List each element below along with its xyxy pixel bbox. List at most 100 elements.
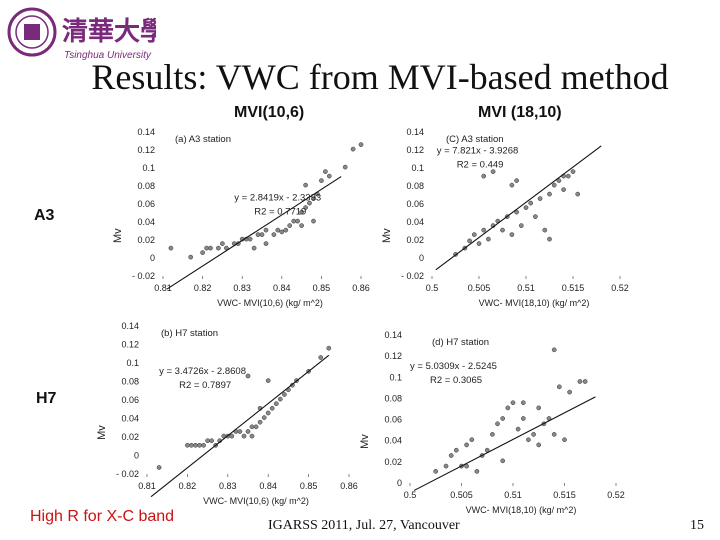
data-point bbox=[481, 227, 487, 233]
data-point bbox=[197, 442, 202, 448]
data-point bbox=[287, 223, 293, 228]
data-point bbox=[311, 218, 316, 224]
data-point bbox=[476, 241, 482, 246]
data-point bbox=[282, 392, 287, 397]
data-point bbox=[350, 146, 356, 152]
data-point bbox=[547, 236, 552, 242]
column-heading-mvi106: MVI(10,6) bbox=[234, 104, 305, 121]
y-axis-label: Mv bbox=[381, 228, 393, 243]
data-point bbox=[253, 424, 259, 430]
data-point bbox=[509, 232, 515, 237]
data-point bbox=[277, 396, 283, 402]
logo-chinese-name: 清華大學 bbox=[62, 16, 156, 46]
data-point bbox=[326, 173, 332, 179]
x-axis-label: VWC- MVI(18,10) (kg/ m^2) bbox=[466, 505, 577, 515]
data-point bbox=[245, 373, 251, 379]
y-tick-label: 0.14 bbox=[384, 330, 402, 340]
data-point bbox=[229, 433, 235, 439]
r-squared: R2 = 0.3065 bbox=[430, 375, 482, 386]
data-point bbox=[464, 442, 469, 448]
y-tick-label: 0 bbox=[134, 451, 139, 461]
trend-equation: y = 3.4726x - 2.8608 bbox=[159, 366, 246, 377]
data-point bbox=[319, 178, 324, 183]
data-point bbox=[551, 432, 557, 437]
data-point bbox=[469, 437, 475, 443]
data-point bbox=[271, 232, 277, 237]
x-tick-label: 0.84 bbox=[259, 481, 277, 491]
data-point bbox=[303, 205, 308, 210]
data-point bbox=[509, 182, 515, 188]
chart-h7-mvi106: - 0.02 0 0.02 0.04 0.06 0.08 0.1 0.12 0.14 0.81 0.… bbox=[96, 321, 358, 506]
r-squared: R2 = 0.7719 bbox=[254, 206, 306, 217]
data-point bbox=[518, 223, 524, 228]
data-point bbox=[209, 438, 214, 444]
data-point bbox=[505, 405, 511, 411]
trendline bbox=[150, 354, 330, 498]
data-point bbox=[471, 232, 477, 237]
data-point bbox=[299, 223, 304, 228]
y-tick-label: 0.14 bbox=[121, 321, 139, 331]
y-tick-label: 0.04 bbox=[121, 414, 139, 424]
y-tick-label: 0.06 bbox=[406, 199, 424, 209]
data-point bbox=[265, 378, 271, 383]
y-tick-label: 0 bbox=[397, 478, 402, 488]
data-point bbox=[251, 245, 257, 251]
x-tick-label: 0.85 bbox=[313, 283, 331, 293]
data-point bbox=[249, 433, 255, 439]
data-point bbox=[474, 469, 480, 474]
y-tick-label: 0.1 bbox=[389, 372, 402, 382]
y-tick-label: 0.06 bbox=[121, 395, 139, 405]
x-tick-label: 0.84 bbox=[273, 283, 291, 293]
column-heading-mvi1810: MVI (18,10) bbox=[478, 104, 562, 121]
x-axis-label: VWC- MVI(18,10) (kg/ m^2) bbox=[479, 298, 590, 308]
data-point bbox=[520, 400, 526, 406]
y-tick-label: 0.12 bbox=[137, 145, 155, 155]
r-squared: R2 = 0.7897 bbox=[179, 380, 231, 391]
data-point bbox=[342, 164, 348, 170]
data-point bbox=[536, 405, 542, 411]
y-axis-label: Mv bbox=[359, 434, 371, 449]
trend-equation: y = 2.8419x - 2.3393 bbox=[234, 192, 321, 203]
data-point bbox=[510, 400, 516, 406]
data-point bbox=[500, 227, 505, 233]
data-point bbox=[495, 421, 500, 427]
data-point bbox=[291, 218, 297, 224]
data-point bbox=[481, 173, 487, 179]
data-point bbox=[551, 347, 557, 353]
x-tick-label: 0.5 bbox=[404, 490, 417, 500]
data-point bbox=[556, 178, 562, 183]
y-tick-label: 0.1 bbox=[142, 163, 155, 173]
y-tick-label: 0.02 bbox=[121, 432, 139, 442]
data-point bbox=[259, 232, 265, 237]
data-point bbox=[561, 187, 566, 192]
trendline bbox=[166, 176, 342, 290]
data-point bbox=[201, 442, 206, 448]
panel-title: (C) A3 station bbox=[446, 134, 504, 145]
data-point bbox=[533, 214, 538, 219]
data-point bbox=[216, 245, 221, 251]
x-tick-label: 0.86 bbox=[340, 481, 358, 491]
data-point bbox=[200, 250, 205, 255]
data-point bbox=[500, 416, 506, 421]
x-tick-label: 0.515 bbox=[553, 490, 576, 500]
y-tick-label: 0.08 bbox=[121, 377, 139, 387]
row-label-h7: H7 bbox=[36, 390, 57, 407]
data-point bbox=[295, 218, 300, 224]
data-point bbox=[575, 191, 581, 197]
data-point bbox=[467, 238, 472, 244]
data-point bbox=[263, 227, 269, 233]
y-tick-label: 0.12 bbox=[121, 340, 139, 350]
x-tick-label: 0.515 bbox=[562, 283, 585, 293]
data-point bbox=[263, 241, 269, 246]
y-tick-label: 0.08 bbox=[384, 393, 402, 403]
x-tick-label: 0.82 bbox=[194, 283, 212, 293]
y-axis-label: Mv bbox=[112, 228, 124, 243]
y-tick-label: 0.06 bbox=[137, 199, 155, 209]
y-tick-label: 0.08 bbox=[137, 181, 155, 191]
y-tick-label: 0.02 bbox=[406, 235, 424, 245]
footer-conference: IGARSS 2011, Jul. 27, Vancouver bbox=[268, 518, 460, 533]
trend-equation: y = 5.0309x - 2.5245 bbox=[410, 361, 497, 372]
data-point bbox=[247, 236, 253, 242]
data-point bbox=[208, 245, 213, 251]
data-point bbox=[582, 379, 588, 384]
